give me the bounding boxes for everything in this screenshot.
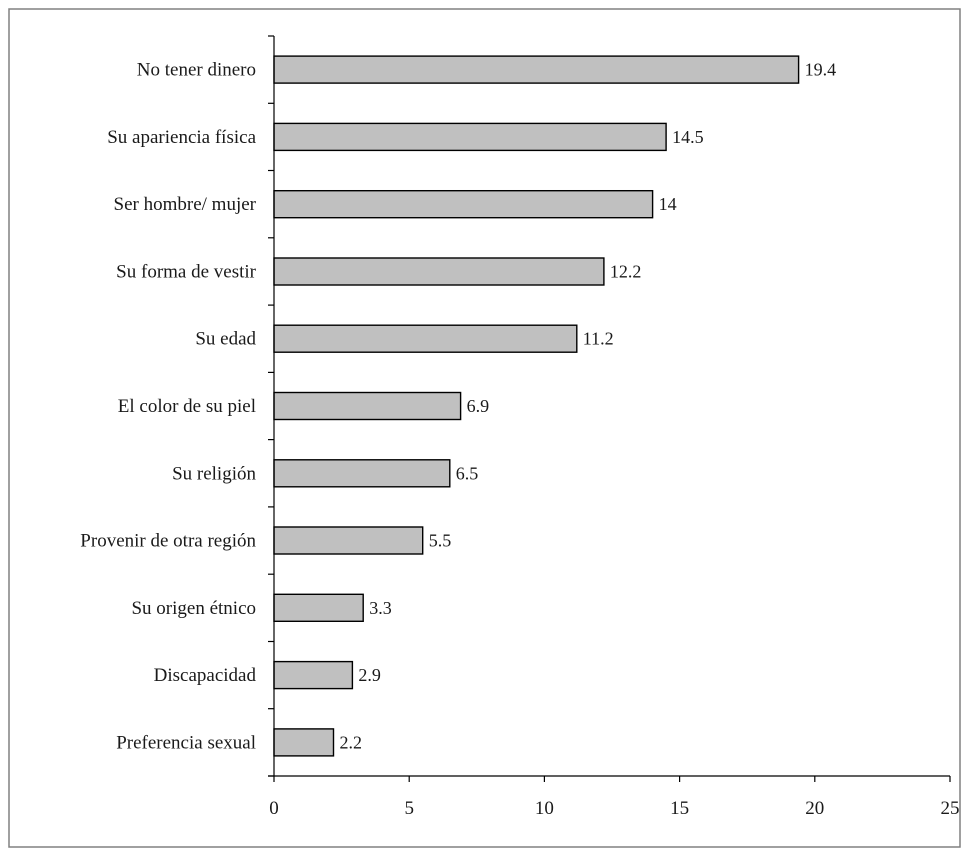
bar-1: [273, 122, 667, 152]
x-tick-label-3: 15: [670, 798, 689, 819]
value-label-7: 5.5: [429, 531, 452, 551]
bar-5: [273, 391, 462, 421]
category-label-6: Su religión: [172, 463, 256, 484]
axes-layer: 0 5 10 15 20 25: [268, 35, 960, 819]
bar-3: [273, 257, 605, 286]
category-label-10: Preferencia sexual: [116, 732, 256, 753]
x-tick-label-5: 25: [941, 798, 960, 819]
value-label-2: 14: [659, 194, 677, 214]
x-tick-label-2: 10: [535, 798, 554, 819]
x-tick-label-1: 5: [404, 798, 414, 819]
category-label-9: Discapacidad: [154, 665, 257, 686]
bars-layer: [273, 55, 800, 757]
x-tick-label-4: 20: [805, 798, 824, 819]
category-label-8: Su origen étnico: [131, 598, 256, 619]
value-label-1: 14.5: [672, 127, 704, 147]
category-label-3: Su forma de vestir: [116, 262, 257, 283]
value-label-9: 2.9: [358, 665, 381, 685]
category-label-7: Provenir de otra región: [80, 531, 256, 552]
labels-layer: No tener dinero 19.4 Su apariencia física 1…: [80, 60, 836, 754]
bar-10: [273, 728, 335, 757]
category-label-1: Su apariencia física: [107, 127, 256, 148]
value-label-4: 11.2: [583, 329, 614, 349]
value-label-10: 2.2: [340, 732, 363, 752]
bar-0: [273, 55, 800, 84]
bar-2: [273, 189, 654, 219]
bar-4: [273, 324, 578, 353]
value-label-0: 19.4: [805, 60, 837, 80]
value-label-6: 6.5: [456, 463, 479, 483]
category-label-5: El color de su piel: [118, 396, 256, 417]
category-label-4: Su edad: [195, 329, 256, 350]
value-label-3: 12.2: [610, 262, 642, 282]
category-label-0: No tener dinero: [137, 60, 256, 81]
bar-8: [273, 593, 364, 622]
value-label-5: 6.9: [467, 396, 490, 416]
category-label-2: Ser hombre/ mujer: [114, 194, 257, 215]
bar-9: [273, 660, 354, 690]
bar-7: [273, 526, 424, 555]
value-label-8: 3.3: [369, 598, 392, 618]
x-tick-label-0: 0: [269, 798, 279, 819]
bar-6: [273, 459, 451, 488]
